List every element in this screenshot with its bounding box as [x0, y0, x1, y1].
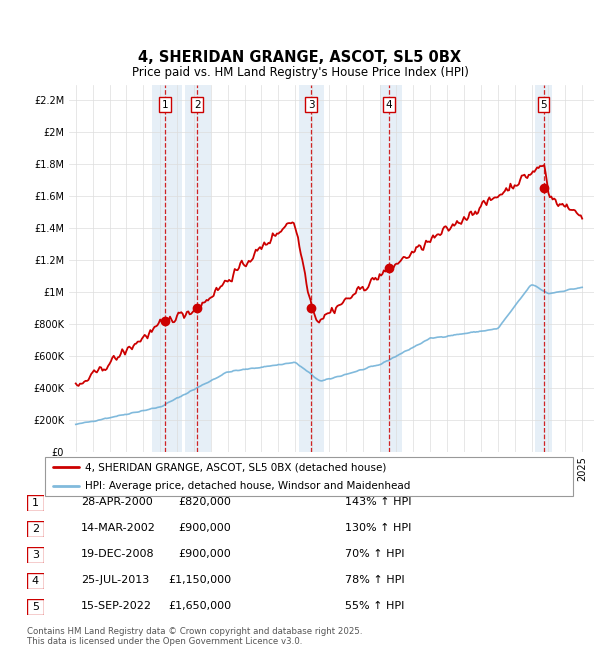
- Text: 70% ↑ HPI: 70% ↑ HPI: [345, 549, 404, 559]
- Text: 3: 3: [32, 550, 39, 560]
- Text: 4, SHERIDAN GRANGE, ASCOT, SL5 0BX (detached house): 4, SHERIDAN GRANGE, ASCOT, SL5 0BX (deta…: [85, 462, 386, 472]
- Text: 2: 2: [32, 524, 39, 534]
- FancyBboxPatch shape: [45, 457, 573, 496]
- Text: 4: 4: [386, 99, 392, 110]
- Text: Price paid vs. HM Land Registry's House Price Index (HPI): Price paid vs. HM Land Registry's House …: [131, 66, 469, 79]
- Text: 3: 3: [308, 99, 315, 110]
- Bar: [535, 84, 552, 452]
- Text: 1: 1: [32, 498, 39, 508]
- Text: £1,650,000: £1,650,000: [168, 601, 231, 611]
- Text: 15-SEP-2022: 15-SEP-2022: [81, 601, 152, 611]
- Text: HPI: Average price, detached house, Windsor and Maidenhead: HPI: Average price, detached house, Wind…: [85, 481, 410, 491]
- Text: 19-DEC-2008: 19-DEC-2008: [81, 549, 155, 559]
- Text: £820,000: £820,000: [178, 497, 231, 507]
- FancyBboxPatch shape: [27, 573, 44, 589]
- Text: £1,150,000: £1,150,000: [168, 575, 231, 585]
- FancyBboxPatch shape: [27, 521, 44, 537]
- Text: Contains HM Land Registry data © Crown copyright and database right 2025.
This d: Contains HM Land Registry data © Crown c…: [27, 627, 362, 646]
- Bar: [380, 84, 401, 452]
- Text: 5: 5: [540, 99, 547, 110]
- FancyBboxPatch shape: [27, 495, 44, 511]
- Text: 130% ↑ HPI: 130% ↑ HPI: [345, 523, 412, 533]
- Text: 4: 4: [32, 576, 39, 586]
- Text: £900,000: £900,000: [178, 549, 231, 559]
- Text: 28-APR-2000: 28-APR-2000: [81, 497, 153, 507]
- Text: 25-JUL-2013: 25-JUL-2013: [81, 575, 149, 585]
- Bar: [299, 84, 324, 452]
- Text: 5: 5: [32, 602, 39, 612]
- Text: 78% ↑ HPI: 78% ↑ HPI: [345, 575, 404, 585]
- Text: 4, SHERIDAN GRANGE, ASCOT, SL5 0BX: 4, SHERIDAN GRANGE, ASCOT, SL5 0BX: [139, 50, 461, 65]
- Text: 1: 1: [162, 99, 169, 110]
- Bar: [152, 84, 182, 452]
- Text: 55% ↑ HPI: 55% ↑ HPI: [345, 601, 404, 611]
- FancyBboxPatch shape: [27, 599, 44, 615]
- FancyBboxPatch shape: [27, 547, 44, 563]
- Bar: [185, 84, 211, 452]
- Text: 143% ↑ HPI: 143% ↑ HPI: [345, 497, 412, 507]
- Text: 14-MAR-2002: 14-MAR-2002: [81, 523, 156, 533]
- Text: 2: 2: [194, 99, 200, 110]
- Text: £900,000: £900,000: [178, 523, 231, 533]
